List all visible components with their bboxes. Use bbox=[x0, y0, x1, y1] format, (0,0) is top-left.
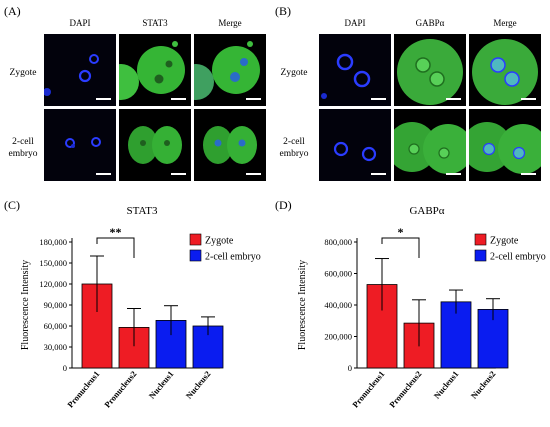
y-tick-label: 30,000 bbox=[44, 342, 67, 352]
significance-bracket bbox=[96, 237, 135, 258]
legend-label-2-cell-embryo: 2-cell embryo bbox=[205, 252, 261, 263]
micrograph-b-zygote-dapi bbox=[319, 34, 391, 106]
significance-marker: * bbox=[398, 225, 404, 239]
y-tick-label: 800,000 bbox=[324, 237, 352, 247]
y-tick-label: 0 bbox=[63, 363, 67, 373]
micrograph-b-2cell-gabpa bbox=[394, 109, 466, 181]
panel-b-col-gabpa: GABPα bbox=[415, 18, 445, 28]
panel-a-row-zygote: Zygote bbox=[9, 68, 37, 78]
panel-b-col-merge: Merge bbox=[493, 18, 517, 28]
significance-bracket bbox=[381, 237, 420, 258]
y-tick-label: 0 bbox=[348, 363, 352, 373]
chart-stat3: STAT3 0 30,000 60,000 90,000 120,000 150,000 18… bbox=[20, 205, 261, 410]
y-tick-label: 90,000 bbox=[44, 300, 67, 310]
panel-a-col-stat3: STAT3 bbox=[142, 18, 168, 28]
x-tick-label-nucleus2: Nucleus2 bbox=[184, 369, 213, 401]
micrograph-a-zygote-dapi bbox=[44, 34, 116, 106]
micrograph-a-2cell-stat3 bbox=[119, 109, 191, 181]
y-tick-label: 180,000 bbox=[39, 237, 67, 247]
y-axis-label: Fluorescence Intensity bbox=[297, 260, 308, 350]
legend-label-2-cell-embryo: 2-cell embryo bbox=[490, 252, 546, 263]
legend-label-zygote: Zygote bbox=[205, 236, 234, 247]
significance-marker: ** bbox=[110, 225, 122, 239]
legend-label-zygote: Zygote bbox=[490, 236, 519, 247]
x-tick-label-pronucleus2: Pronucleus2 bbox=[102, 369, 138, 410]
panel-b-row-2cell: 2-cell embryo bbox=[279, 137, 309, 159]
micrograph-a-zygote-stat3 bbox=[119, 34, 191, 106]
y-tick-label: 120,000 bbox=[39, 279, 67, 289]
micrograph-b-zygote-merge bbox=[469, 34, 541, 106]
micrograph-a-zygote-merge bbox=[194, 34, 266, 106]
x-tick-label-pronucleus2: Pronucleus2 bbox=[387, 369, 423, 410]
y-tick-label: 150,000 bbox=[39, 258, 67, 268]
y-axis-label: Fluorescence Intensity bbox=[20, 260, 31, 350]
panel-letter-c: (C) bbox=[4, 198, 20, 212]
panel-a-col-merge: Merge bbox=[218, 18, 242, 28]
chart-gabpa: GABPα 0 200,000 400,000 600,000 800,000 Fluore… bbox=[297, 205, 546, 410]
legend-swatch-2-cell-embryo bbox=[474, 249, 487, 262]
x-tick-label-nucleus1: Nucleus1 bbox=[432, 369, 461, 401]
panel-b-row-zygote: Zygote bbox=[280, 68, 308, 78]
panel-letter-a: (A) bbox=[4, 4, 21, 18]
micrograph-b-2cell-dapi bbox=[319, 109, 391, 181]
chart-title: STAT3 bbox=[127, 205, 158, 217]
y-tick-label: 600,000 bbox=[324, 269, 352, 279]
x-tick-label-pronucleus1: Pronucleus1 bbox=[65, 369, 101, 410]
legend-swatch-2-cell-embryo bbox=[189, 249, 202, 262]
y-tick-label: 200,000 bbox=[324, 332, 352, 342]
x-tick-label-nucleus1: Nucleus1 bbox=[147, 369, 176, 401]
panel-a-col-dapi: DAPI bbox=[69, 18, 91, 28]
panel-a-row-2cell: 2-cell embryo bbox=[8, 137, 38, 159]
panel-b-col-dapi: DAPI bbox=[344, 18, 366, 28]
y-tick-label: 60,000 bbox=[44, 321, 67, 331]
y-tick-label: 400,000 bbox=[324, 300, 352, 310]
x-tick-label-nucleus2: Nucleus2 bbox=[469, 369, 498, 401]
legend-swatch-zygote bbox=[474, 233, 487, 246]
panel-letter-d: (D) bbox=[275, 198, 292, 212]
micrograph-b-2cell-merge bbox=[469, 109, 541, 181]
micrograph-a-2cell-merge bbox=[194, 109, 266, 181]
micrograph-a-2cell-dapi bbox=[44, 109, 116, 181]
micrograph-b-zygote-gabpa bbox=[394, 34, 466, 106]
x-tick-label-pronucleus1: Pronucleus1 bbox=[350, 369, 386, 410]
panel-letter-b: (B) bbox=[275, 4, 291, 18]
legend-swatch-zygote bbox=[189, 233, 202, 246]
chart-title: GABPα bbox=[409, 205, 444, 217]
